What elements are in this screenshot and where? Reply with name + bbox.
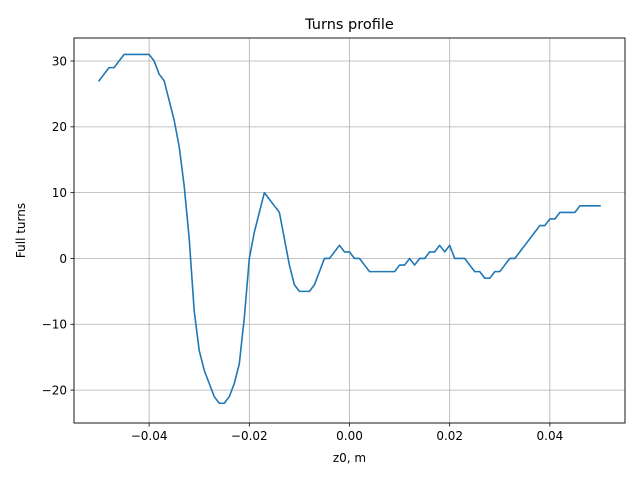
series-line-turns xyxy=(97,53,601,405)
x-tick-label: 0.02 xyxy=(436,429,463,443)
x-axis-ticks: −0.04 −0.02 0.00 0.02 0.04 xyxy=(131,423,563,443)
y-tick-label: 30 xyxy=(52,54,67,68)
x-axis-label: z0, m xyxy=(333,451,366,465)
chart-title: Turns profile xyxy=(304,17,394,33)
plot-area-frame xyxy=(73,37,626,424)
y-tick-label: −20 xyxy=(42,383,67,397)
y-tick-label: −10 xyxy=(42,318,67,332)
x-tick-label: −0.02 xyxy=(231,429,268,443)
x-tick-label: 0.04 xyxy=(537,429,564,443)
x-tick-label: −0.04 xyxy=(131,429,168,443)
y-tick-label: 20 xyxy=(52,120,67,134)
y-tick-label: 0 xyxy=(59,252,67,266)
x-tick-label: 0.00 xyxy=(336,429,363,443)
y-axis-ticks: −20 −10 0 10 20 30 xyxy=(42,54,74,397)
y-tick-label: 10 xyxy=(52,186,67,200)
y-axis-label: Full turns xyxy=(14,203,28,258)
grid-lines xyxy=(74,38,625,423)
